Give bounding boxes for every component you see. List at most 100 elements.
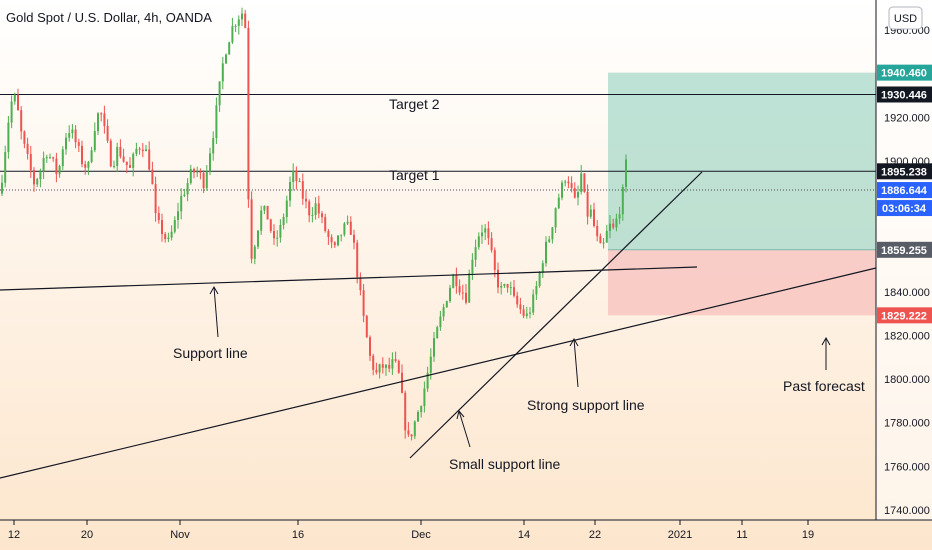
candle bbox=[81, 140, 83, 168]
candle bbox=[205, 165, 208, 191]
small-support-arrow bbox=[458, 410, 471, 448]
candle bbox=[445, 300, 448, 308]
candle bbox=[577, 185, 579, 206]
candle-body bbox=[81, 145, 83, 165]
candle-body bbox=[135, 148, 138, 154]
candle bbox=[599, 233, 602, 244]
loss-zone[interactable] bbox=[608, 249, 876, 316]
candle bbox=[241, 7, 243, 27]
candle bbox=[97, 112, 99, 136]
candle bbox=[244, 9, 247, 29]
candle-body bbox=[477, 236, 480, 248]
candle-body bbox=[397, 360, 400, 373]
candle-body bbox=[116, 146, 119, 166]
candle-body bbox=[289, 182, 291, 201]
candle bbox=[497, 262, 499, 294]
candle-body bbox=[605, 230, 608, 243]
time-tick-label: 12 bbox=[8, 529, 20, 541]
candle-body bbox=[273, 230, 275, 239]
price-badge-label: 1940.460 bbox=[881, 68, 927, 80]
candle-body bbox=[423, 388, 426, 407]
candle-body bbox=[39, 171, 42, 180]
candle bbox=[58, 164, 61, 178]
candle bbox=[263, 205, 266, 215]
candle bbox=[356, 239, 359, 284]
candle-body bbox=[343, 223, 346, 235]
candle bbox=[273, 224, 275, 245]
candle-body bbox=[333, 242, 336, 246]
time-tick-label: 11 bbox=[736, 529, 747, 541]
candle-body bbox=[74, 129, 77, 143]
candle bbox=[311, 206, 314, 223]
candle-body bbox=[33, 170, 35, 185]
candle-body bbox=[519, 304, 522, 310]
candle bbox=[36, 177, 39, 187]
candle-body bbox=[471, 259, 474, 274]
candle-body bbox=[618, 214, 621, 219]
candle-body bbox=[276, 237, 279, 239]
candle-body bbox=[365, 315, 368, 338]
candle bbox=[237, 15, 240, 35]
candle bbox=[362, 284, 365, 323]
candle bbox=[452, 273, 455, 289]
profit-zone[interactable] bbox=[608, 72, 876, 250]
support-line[interactable] bbox=[0, 266, 698, 291]
candle bbox=[567, 176, 570, 189]
price-badge-label: 1930.446 bbox=[881, 89, 927, 101]
candle-body bbox=[263, 205, 266, 211]
candle bbox=[129, 157, 131, 169]
candle bbox=[106, 119, 109, 144]
price-badge-label: 1829.222 bbox=[881, 310, 927, 322]
candle bbox=[401, 364, 403, 394]
candle-body bbox=[266, 205, 269, 220]
candle-body bbox=[410, 434, 413, 437]
candle bbox=[135, 142, 138, 157]
strong-support-line[interactable] bbox=[0, 267, 877, 479]
strong-support-arrow bbox=[573, 338, 579, 388]
candle-body bbox=[516, 295, 519, 305]
time-axis[interactable]: 12 20 Nov 16 Dec 14 22 2021 11 19 bbox=[0, 519, 932, 541]
candle-body bbox=[378, 364, 381, 373]
candle bbox=[365, 314, 368, 338]
currency-button[interactable]: USD bbox=[888, 6, 923, 30]
candle bbox=[29, 145, 32, 179]
candle bbox=[330, 234, 333, 249]
price-badge bbox=[877, 64, 932, 81]
annotation-arrows bbox=[209, 285, 831, 448]
candle-body bbox=[369, 337, 371, 356]
candle bbox=[193, 167, 195, 179]
candle-body bbox=[84, 164, 87, 168]
candle bbox=[71, 123, 74, 139]
candle-body bbox=[586, 191, 589, 217]
candle-body bbox=[282, 217, 285, 226]
candle bbox=[570, 176, 573, 193]
candle bbox=[519, 297, 522, 314]
countdown-badge bbox=[877, 200, 932, 217]
candle-body bbox=[621, 186, 624, 215]
candle-body bbox=[532, 294, 535, 313]
candle-body bbox=[148, 149, 151, 170]
candle bbox=[426, 366, 429, 392]
candle-body bbox=[77, 142, 80, 146]
candle bbox=[420, 405, 423, 418]
candle-body bbox=[445, 301, 448, 308]
price-tick-label: 1740.000 bbox=[884, 505, 930, 517]
price-axis[interactable]: 1960.0001940.0001920.0001900.0001880.000… bbox=[875, 0, 932, 520]
candle-body bbox=[228, 42, 231, 55]
candle bbox=[525, 306, 528, 319]
candle bbox=[621, 184, 624, 221]
candle bbox=[522, 304, 525, 319]
candle-body bbox=[52, 157, 55, 159]
candle-body bbox=[593, 209, 595, 226]
candle bbox=[151, 161, 154, 185]
candle bbox=[103, 105, 106, 134]
candle-body bbox=[349, 221, 352, 235]
candle bbox=[465, 284, 467, 305]
candle bbox=[119, 139, 122, 159]
candle bbox=[39, 168, 42, 188]
candle-body bbox=[119, 146, 122, 157]
candle-body bbox=[385, 364, 387, 368]
candle bbox=[557, 193, 560, 210]
